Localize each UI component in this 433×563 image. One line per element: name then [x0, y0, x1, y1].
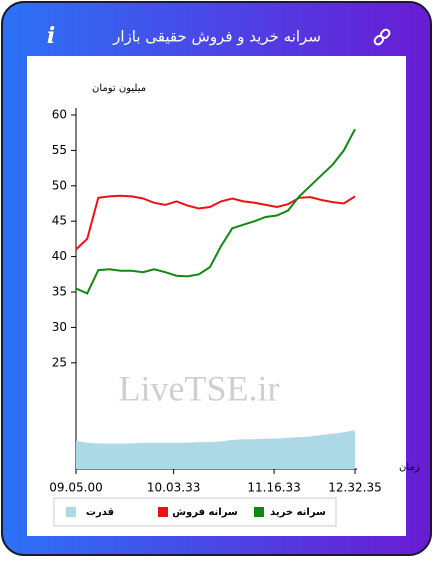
legend-label: سرانه خرید	[270, 507, 326, 518]
y-axis-label: میلیون تومان	[92, 83, 146, 94]
legend-swatch	[66, 507, 76, 517]
watermark: LiveTSE.ir	[119, 368, 280, 408]
legend	[53, 497, 337, 527]
y-tick-label: 40	[52, 249, 67, 263]
y-tick-label: 55	[52, 143, 67, 157]
header-title: سرانه خرید و فروش حقیقی بازار	[112, 28, 321, 46]
power-area	[76, 430, 355, 469]
series-line	[75, 194, 356, 251]
link-icon[interactable]	[373, 28, 391, 46]
x-axis-label: زمان	[399, 462, 420, 473]
legend-swatch	[254, 507, 264, 517]
series-line	[75, 128, 356, 295]
legend-label: قدرت	[86, 507, 114, 518]
x-tick-label: 12.32.35	[328, 481, 381, 495]
y-tick-label: 35	[52, 285, 67, 299]
y-tick-label: 30	[52, 320, 67, 334]
y-tick-label: 25	[52, 355, 67, 369]
y-tick-label: 60	[52, 108, 67, 122]
x-tick-label: 11.16.33	[247, 481, 300, 495]
x-tick-label: 09.05.00	[49, 481, 102, 495]
x-tick-label: 10.03.33	[147, 481, 200, 495]
legend-label: سرانه فروش	[172, 507, 238, 518]
y-tick-label: 50	[52, 178, 67, 192]
y-tick-label: 45	[52, 214, 67, 228]
info-icon[interactable]: i	[47, 23, 55, 49]
legend-swatch	[158, 507, 168, 517]
